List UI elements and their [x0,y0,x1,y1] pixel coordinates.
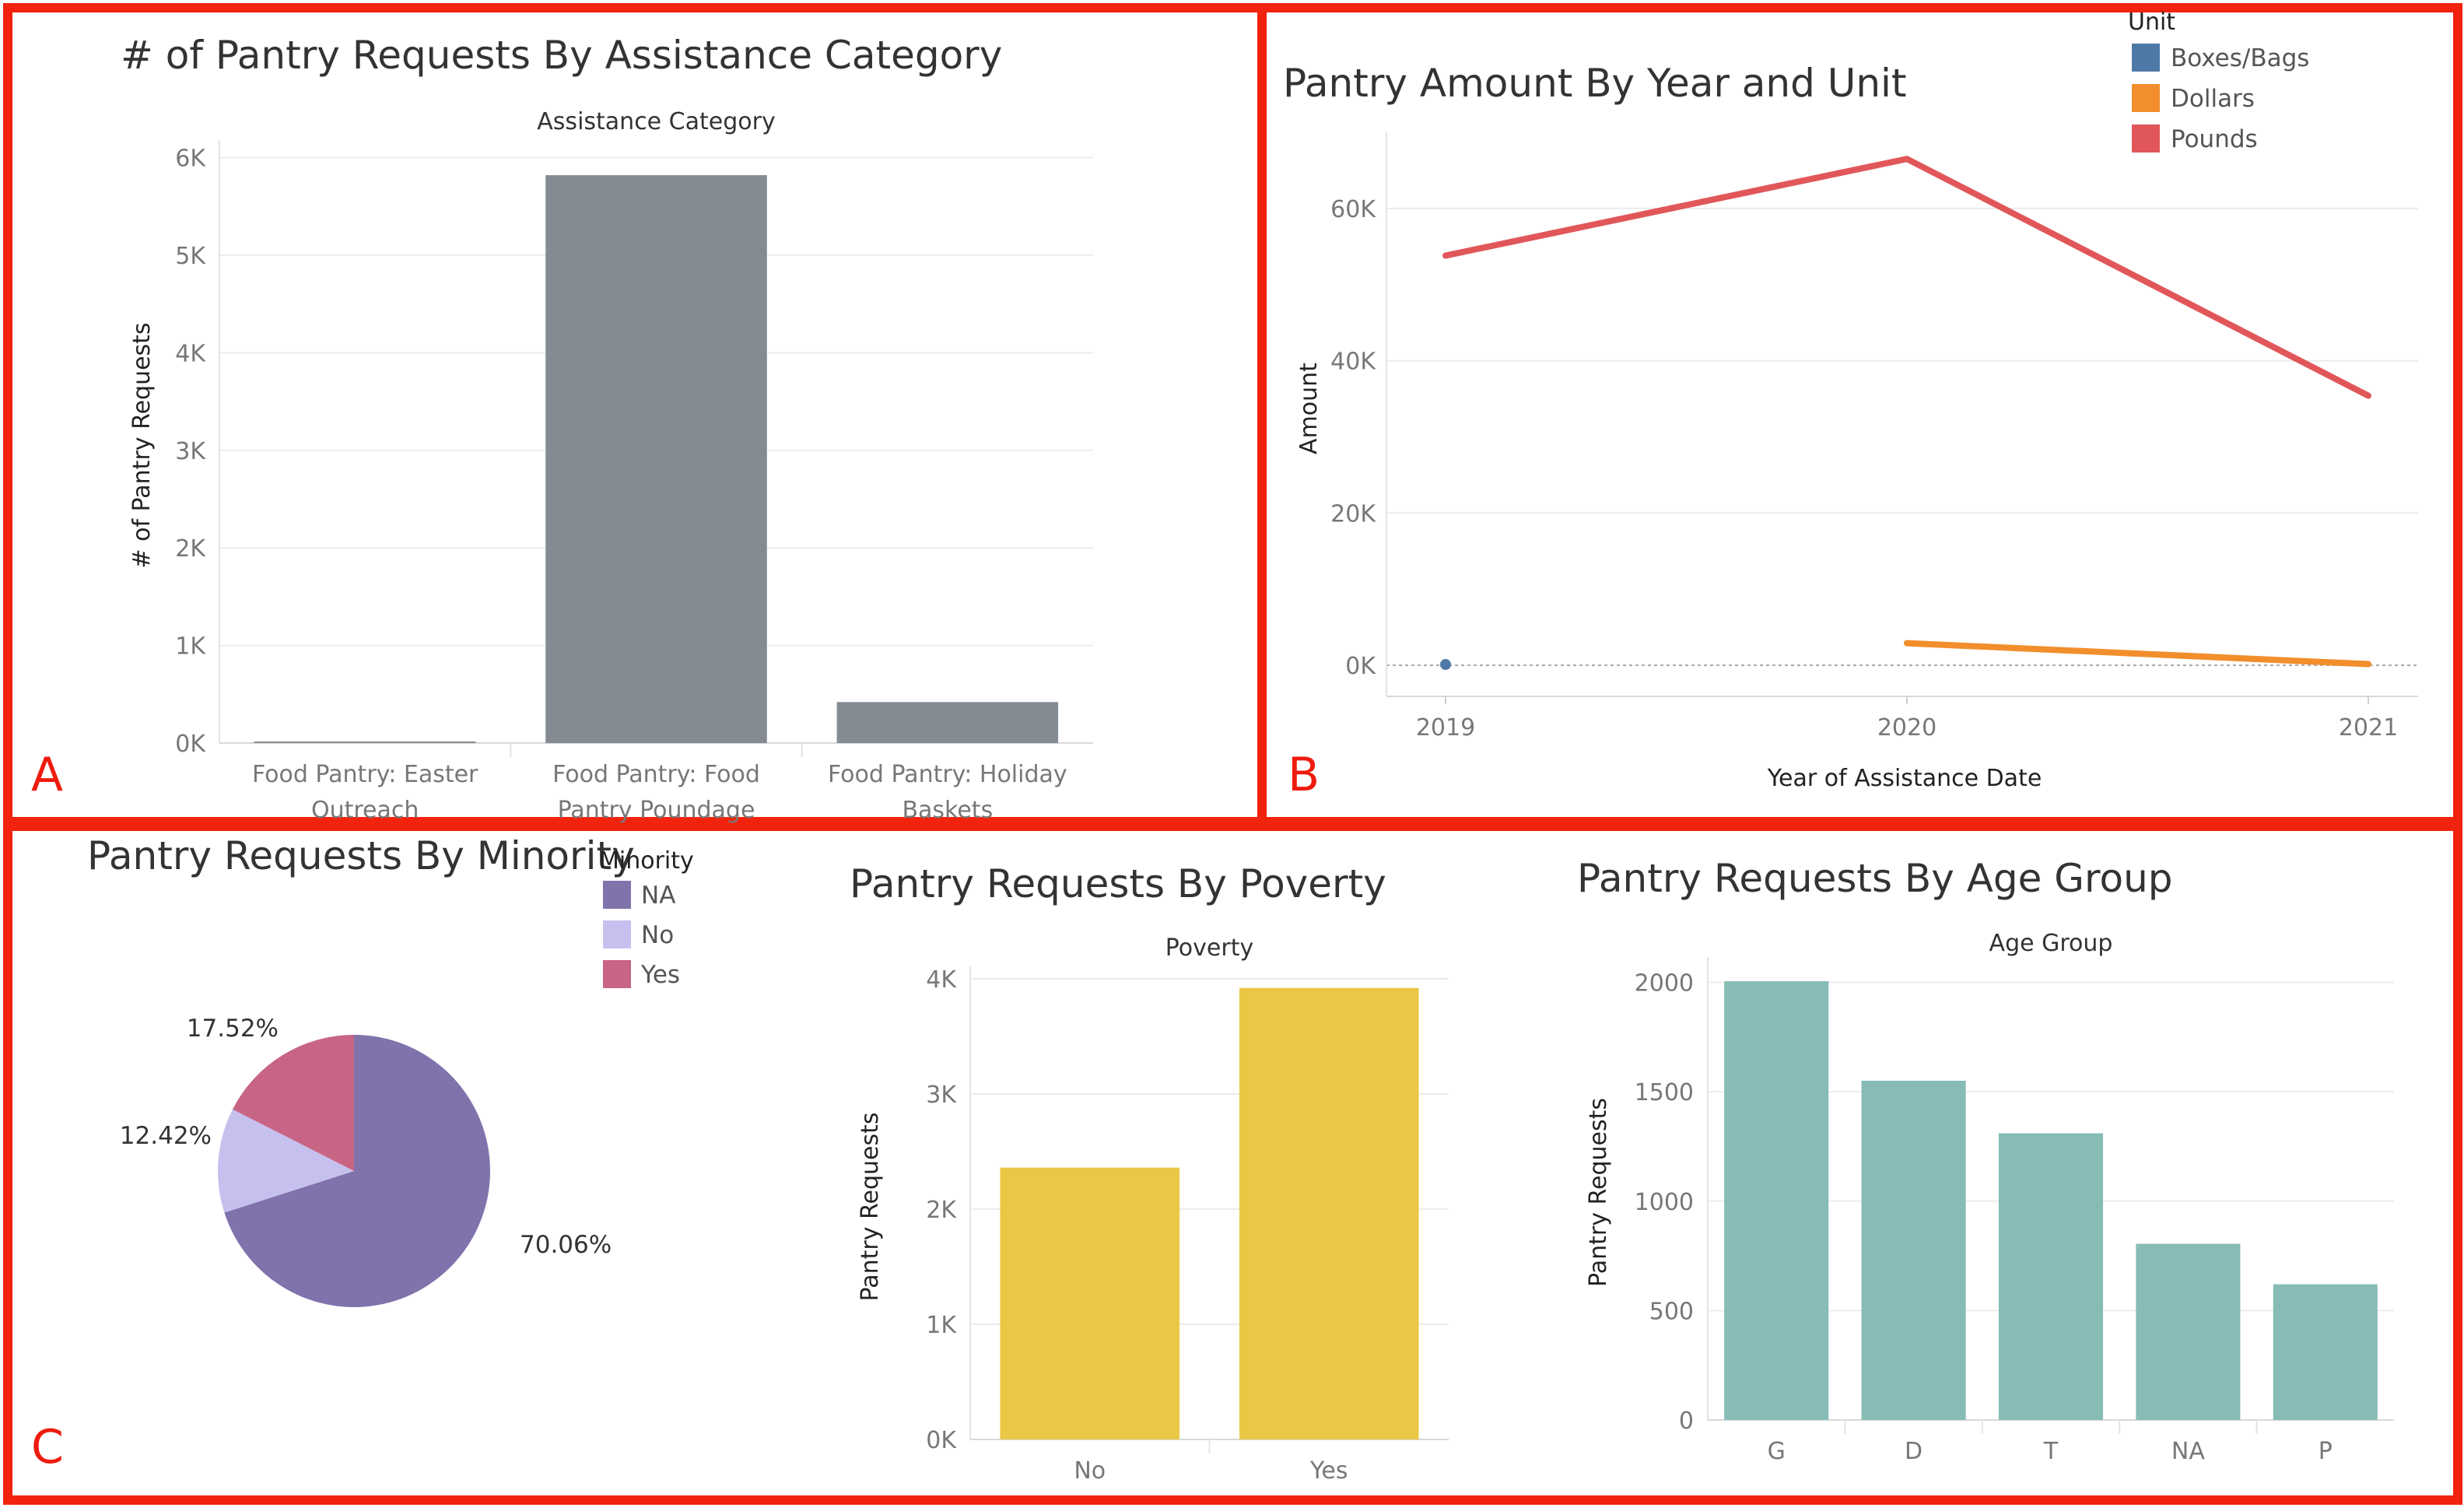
amount-ytick: 0K [1345,653,1376,680]
chart-amount: Pantry Amount By Year and Unit 0K 20K 40K 60… [1283,9,2418,792]
poverty-ylabel: Pantry Requests [857,1112,884,1301]
panel-letter-c: C [31,1420,64,1474]
assistance-xtick: Outreach [311,797,419,824]
legend-swatch-0 [2132,44,2160,72]
poverty-ytick: 0K [926,1427,957,1454]
pie-label-2: 17.52% [187,1015,279,1043]
amount-ytick: 40K [1330,349,1376,376]
amount-ytick: 60K [1330,196,1376,223]
bar-agegroup-2[interactable] [1998,1133,2104,1420]
minority-legend-label-1: No [641,921,674,949]
chart-agegroup: Pantry Requests By Age Group Age Group 0 50… [1577,856,2394,1465]
poverty-ytick: 1K [926,1312,957,1339]
amount-xlabel: Year of Assistance Date [1767,765,2042,792]
bar-assistance-0[interactable] [254,741,476,743]
assistance-ytick: 2K [175,535,206,563]
charts: # of Pantry Requests By Assistance Categ… [87,9,2418,1485]
agegroup-ytick: 2000 [1635,970,1694,997]
bar-assistance-1[interactable] [545,175,767,744]
minority-legend-swatch-2 [603,960,631,988]
poverty-ytick: 2K [926,1197,957,1224]
assistance-xtick: Food Pantry: Holiday [828,761,1067,788]
assistance-ytick: 4K [175,340,206,367]
agegroup-header: Age Group [1989,930,2113,957]
series-point-0[interactable] [1440,659,1451,671]
poverty-ytick: 3K [926,1082,957,1109]
pie-slice-1[interactable] [218,1109,354,1213]
amount-xtick: 2021 [2339,714,2398,741]
agegroup-xtick: NA [2171,1438,2205,1465]
poverty-ytick: 4K [926,966,957,994]
minority-legend-swatch-0 [603,881,631,909]
bar-poverty-1[interactable] [1239,987,1419,1439]
poverty-xtick: No [1074,1457,1106,1485]
assistance-title: # of Pantry Requests By Assistance Categ… [121,33,1002,78]
bar-assistance-2[interactable] [836,702,1059,743]
assistance-xtick: Food Pantry: Easter [252,761,478,788]
assistance-xtick: Pantry Poundage [558,797,755,824]
assistance-xtick: Food Pantry: Food [552,761,760,788]
agegroup-xtick: G [1768,1438,1786,1465]
legend-swatch-2 [2132,124,2160,153]
amount-ytick: 20K [1330,500,1376,528]
agegroup-ylabel: Pantry Requests [1585,1098,1612,1287]
pie-slice-0[interactable] [224,1035,490,1307]
bar-agegroup-4[interactable] [2273,1284,2378,1420]
bar-poverty-0[interactable] [1000,1167,1180,1439]
bar-agegroup-0[interactable] [1724,981,1829,1420]
amount-ylabel: Amount [1295,363,1323,454]
amount-xtick: 2019 [1416,714,1475,741]
assistance-ytick: 5K [175,243,206,270]
series-line-2[interactable] [1442,156,2371,399]
agegroup-xtick: P [2319,1438,2333,1465]
agegroup-ytick: 500 [1649,1298,1694,1325]
minority-legend-title: Minority [599,847,694,875]
pie-slice-2[interactable] [232,1035,354,1171]
legend-label-1: Dollars [2171,85,2255,113]
agegroup-ytick: 0 [1679,1408,1694,1435]
legend-swatch-1 [2132,84,2160,112]
panel-letter-b: B [1288,748,1320,802]
minority-legend-label-2: Yes [640,961,680,989]
minority-title: Pantry Requests By Minority [87,833,635,878]
amount-legend-title: Unit [2128,9,2175,36]
legend-label-2: Pounds [2171,125,2258,153]
series-line-1[interactable] [1904,640,2371,668]
chart-poverty: Pantry Requests By Poverty Poverty 0K 1K 2K 3… [850,861,1449,1485]
amount-title: Pantry Amount By Year and Unit [1283,61,1907,106]
assistance-ytick: 3K [175,438,206,465]
bar-agegroup-1[interactable] [1861,1081,1966,1420]
panel-letter-a: A [31,748,63,802]
amount-xtick: 2020 [1877,714,1937,741]
minority-legend-label-0: NA [641,882,675,910]
minority-legend-swatch-1 [603,920,631,948]
panel-borders [3,3,2462,1505]
chart-minority: Pantry Requests By Minority 70.06% 12.42% 1… [87,833,694,1307]
assistance-xtick: Baskets [902,797,993,824]
pie-label-0: 70.06% [520,1231,612,1259]
legend-label-0: Boxes/Bags [2171,44,2309,72]
bar-agegroup-3[interactable] [2136,1243,2241,1420]
panel-c-border [3,822,2462,1505]
chart-assistance: # of Pantry Requests By Assistance Categ… [121,33,1093,824]
panel-b-border [1257,3,2462,826]
poverty-xtick: Yes [1309,1457,1348,1485]
assistance-ytick: 1K [175,633,206,661]
assistance-header: Assistance Category [537,108,775,135]
assistance-ylabel: # of Pantry Requests [128,322,156,568]
agegroup-xtick: D [1905,1438,1922,1465]
agegroup-ytick: 1000 [1635,1189,1694,1216]
assistance-ytick: 0K [175,731,206,758]
agegroup-xtick: T [2043,1438,2059,1465]
pie-label-1: 12.42% [120,1122,212,1150]
poverty-header: Poverty [1165,934,1253,962]
poverty-title: Pantry Requests By Poverty [850,861,1386,906]
agegroup-ytick: 1500 [1635,1079,1694,1106]
assistance-ytick: 6K [175,145,206,173]
agegroup-title: Pantry Requests By Age Group [1577,856,2173,901]
